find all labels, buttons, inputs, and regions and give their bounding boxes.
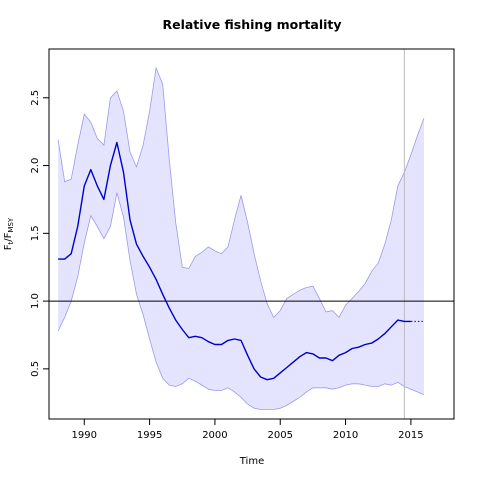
x-tick-label: 1995 [137, 430, 162, 441]
y-axis-label-slash: /F [3, 232, 14, 241]
x-axis: 1990 1995 2000 2005 2010 2015 [72, 419, 424, 441]
x-axis-label: Time [239, 456, 264, 467]
y-axis: 0.5 1.0 1.5 2.0 2.5 [30, 90, 49, 377]
y-axis-label-sub-t: t [7, 241, 15, 244]
y-tick-label: 2.0 [30, 158, 41, 174]
x-tick-label: 2010 [333, 430, 358, 441]
confidence-band [58, 68, 424, 410]
chart-title: Relative fishing mortality [162, 17, 341, 32]
x-tick-label: 2005 [268, 430, 293, 441]
y-tick-label: 1.0 [30, 293, 41, 309]
x-tick-label: 1990 [72, 430, 97, 441]
band-upper-edge [57, 66, 425, 319]
estimate-line [58, 141, 411, 381]
band-lower-edge [57, 192, 425, 410]
y-axis-label-main: F [3, 244, 14, 250]
x-tick-label: 2000 [202, 430, 227, 441]
y-tick-label: 1.5 [30, 225, 41, 241]
y-tick-label: 0.5 [30, 361, 41, 377]
y-axis-label-sub-msy: MSY [7, 217, 15, 232]
x-tick-label: 2015 [398, 430, 423, 441]
y-tick-label: 2.5 [30, 90, 41, 106]
plot-area [49, 49, 454, 419]
plot-frame [48, 48, 455, 420]
y-axis-label: Ft/FMSY [3, 217, 15, 250]
